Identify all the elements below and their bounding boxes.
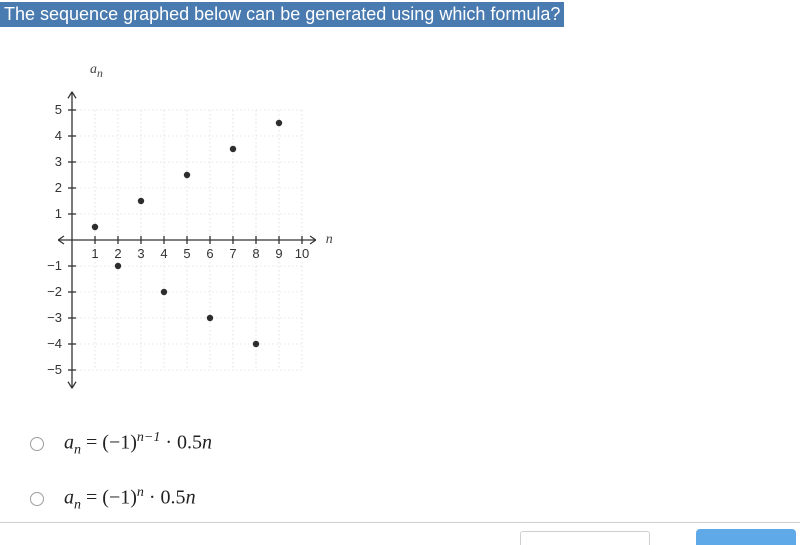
y-axis-label: an <box>90 62 103 80</box>
radio-icon[interactable] <box>30 492 44 506</box>
svg-text:6: 6 <box>206 246 213 261</box>
svg-text:5: 5 <box>183 246 190 261</box>
svg-text:−2: −2 <box>47 284 62 299</box>
svg-text:−1: −1 <box>47 258 62 273</box>
question-text: The sequence graphed below can be genera… <box>4 4 560 24</box>
option-b[interactable]: an = (−1)n · 0.5n <box>30 485 212 514</box>
svg-text:3: 3 <box>55 154 62 169</box>
divider <box>0 522 800 523</box>
svg-text:5: 5 <box>55 102 62 117</box>
svg-text:7: 7 <box>229 246 236 261</box>
question-highlight: The sequence graphed below can be genera… <box>0 2 564 27</box>
option-a[interactable]: an = (−1)n−1 · 0.5n <box>30 430 212 459</box>
svg-text:−5: −5 <box>47 362 62 377</box>
footer-button[interactable] <box>696 529 796 545</box>
footer-box <box>520 531 650 545</box>
svg-text:−4: −4 <box>47 336 62 351</box>
radio-icon[interactable] <box>30 437 44 451</box>
x-axis-label: n <box>326 232 333 248</box>
svg-text:1: 1 <box>91 246 98 261</box>
scatter-plot-svg: 1 2 3 4 5 6 7 8 9 10 1 2 3 4 5 −1 −2 −3 −4 −5 <box>28 80 328 400</box>
svg-text:8: 8 <box>252 246 259 261</box>
svg-text:1: 1 <box>55 206 62 221</box>
svg-text:2: 2 <box>114 246 121 261</box>
option-a-formula: an = (−1)n−1 · 0.5n <box>64 430 212 459</box>
svg-text:4: 4 <box>160 246 167 261</box>
sequence-chart: an 1234567891012345−1−2−3−4−5 n <box>28 80 328 400</box>
svg-text:10: 10 <box>295 246 309 261</box>
svg-text:4: 4 <box>55 128 62 143</box>
svg-text:3: 3 <box>137 246 144 261</box>
svg-text:−3: −3 <box>47 310 62 325</box>
option-b-formula: an = (−1)n · 0.5n <box>64 485 196 514</box>
svg-text:9: 9 <box>275 246 282 261</box>
svg-text:2: 2 <box>55 180 62 195</box>
